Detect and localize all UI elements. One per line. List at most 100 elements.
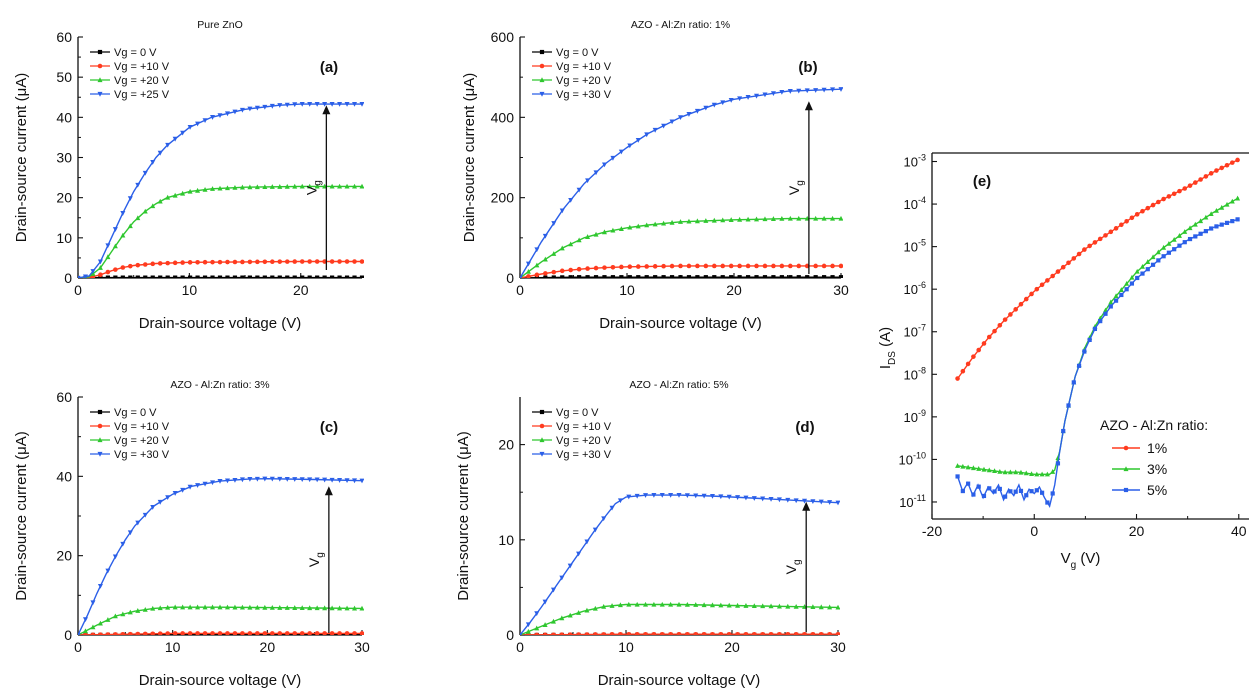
data-point xyxy=(142,606,148,612)
series-line xyxy=(520,603,839,635)
data-point xyxy=(986,467,992,473)
legend-item: Vg = +20 V xyxy=(90,435,170,447)
data-point xyxy=(262,631,268,635)
data-point xyxy=(1071,256,1077,261)
data-point xyxy=(158,275,163,278)
data-point xyxy=(1150,202,1156,208)
y-tick-base: 10 xyxy=(904,410,918,425)
vg-arrow-head xyxy=(322,105,331,115)
y-tick-label: 10 xyxy=(56,230,72,246)
data-point xyxy=(762,275,768,278)
y-tick-label: 10-8 xyxy=(904,365,926,382)
data-point xyxy=(232,604,238,610)
data-point xyxy=(737,216,743,222)
legend-item: 3% xyxy=(1112,461,1167,477)
data-point xyxy=(610,155,616,161)
legend-label: Vg = +10 V xyxy=(556,61,612,73)
series-1 xyxy=(955,157,1240,381)
x-tick-label: -20 xyxy=(922,523,942,539)
data-point xyxy=(1156,199,1161,205)
data-point xyxy=(292,183,298,189)
data-point xyxy=(1108,304,1113,309)
data-point xyxy=(247,604,253,610)
data-point xyxy=(1171,236,1177,242)
data-point xyxy=(1055,461,1061,466)
data-point xyxy=(737,96,743,102)
data-point xyxy=(1013,469,1019,475)
data-point xyxy=(344,101,350,107)
data-point xyxy=(269,476,275,482)
data-point xyxy=(752,631,757,635)
data-point xyxy=(610,264,616,270)
data-point xyxy=(150,505,156,510)
data-point xyxy=(1161,254,1166,259)
data-point xyxy=(577,275,582,278)
data-point xyxy=(337,478,343,483)
data-point xyxy=(644,264,650,269)
data-point xyxy=(127,609,133,615)
data-point xyxy=(1050,273,1055,279)
data-point xyxy=(352,478,358,484)
data-point xyxy=(796,263,802,269)
data-point xyxy=(1002,469,1008,475)
data-point xyxy=(1203,229,1208,234)
data-point xyxy=(745,216,751,222)
data-point xyxy=(735,602,741,608)
data-point xyxy=(1108,229,1114,235)
vg-arrow-label: Vg xyxy=(783,559,803,574)
data-point xyxy=(262,184,268,190)
data-point xyxy=(157,150,163,156)
legend-label: Vg = +20 V xyxy=(556,435,612,447)
data-point xyxy=(285,275,290,278)
data-point xyxy=(292,102,298,108)
data-point xyxy=(1103,311,1108,316)
data-point xyxy=(112,227,118,232)
data-point xyxy=(771,275,776,278)
data-point xyxy=(559,575,565,581)
data-point xyxy=(329,259,335,264)
data-point xyxy=(1171,191,1177,197)
data-point xyxy=(685,631,690,635)
data-point xyxy=(827,631,832,635)
data-point xyxy=(113,632,118,635)
data-point xyxy=(542,599,548,605)
data-point xyxy=(743,603,749,608)
data-point xyxy=(542,256,548,262)
data-point xyxy=(344,605,350,611)
data-point xyxy=(754,216,760,222)
data-point xyxy=(635,223,641,229)
data-point xyxy=(255,631,260,635)
series-1 xyxy=(78,275,364,278)
data-point xyxy=(768,496,774,502)
data-point xyxy=(1066,260,1071,266)
series-4 xyxy=(520,87,843,278)
data-point xyxy=(1045,278,1050,283)
data-point xyxy=(693,493,699,499)
panel-label: (c) xyxy=(320,419,338,436)
data-point xyxy=(551,275,556,278)
data-point xyxy=(217,631,223,635)
legend-item: Vg = +10 V xyxy=(532,421,612,433)
data-point xyxy=(1198,177,1203,182)
data-point xyxy=(307,259,312,264)
data-point xyxy=(1050,491,1055,496)
data-point xyxy=(576,551,582,557)
legend-item: Vg = +20 V xyxy=(532,75,612,87)
data-point xyxy=(314,101,320,107)
data-point xyxy=(543,275,548,278)
data-point xyxy=(835,604,840,610)
data-point xyxy=(1029,471,1035,477)
data-point xyxy=(292,259,298,264)
data-point xyxy=(585,178,591,184)
data-point xyxy=(534,247,540,253)
y-tick-label: 50 xyxy=(56,69,72,85)
data-point xyxy=(1039,490,1045,495)
data-point xyxy=(593,265,599,271)
data-point xyxy=(788,263,793,269)
data-point xyxy=(754,275,759,278)
data-point xyxy=(232,275,238,278)
data-point xyxy=(1230,219,1235,224)
data-point xyxy=(813,275,818,278)
data-point xyxy=(601,162,607,168)
